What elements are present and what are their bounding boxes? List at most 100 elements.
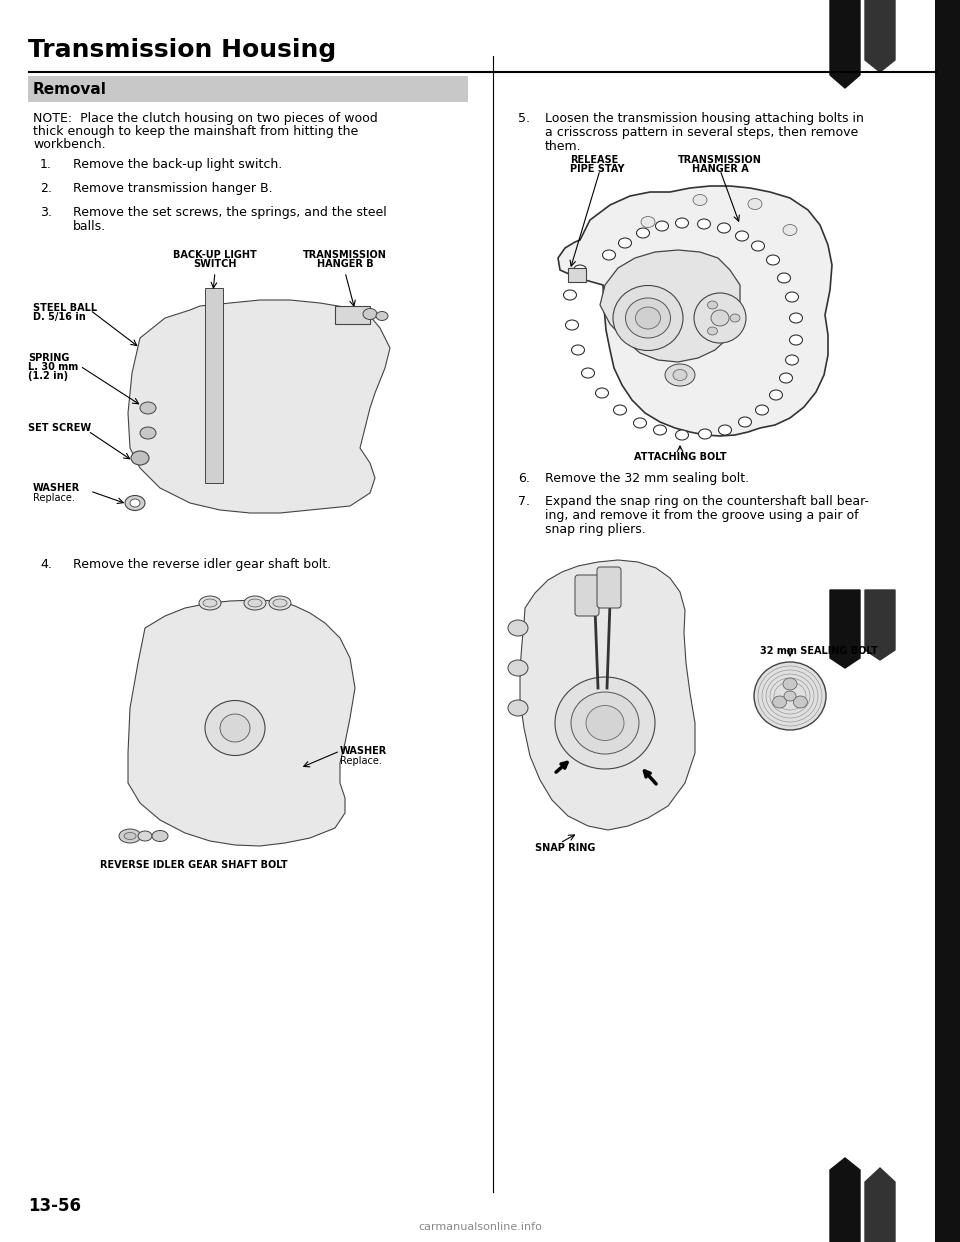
Ellipse shape <box>717 224 731 233</box>
Ellipse shape <box>785 355 799 365</box>
Text: Remove the reverse idler gear shaft bolt.: Remove the reverse idler gear shaft bolt… <box>73 558 331 571</box>
Ellipse shape <box>698 219 710 229</box>
Text: 13-56: 13-56 <box>28 1197 81 1215</box>
Ellipse shape <box>273 599 287 607</box>
Ellipse shape <box>119 828 141 843</box>
Ellipse shape <box>756 405 769 415</box>
Text: WASHER: WASHER <box>33 483 81 493</box>
Ellipse shape <box>124 832 136 840</box>
Text: (1.2 in): (1.2 in) <box>28 371 68 381</box>
Ellipse shape <box>138 831 152 841</box>
Ellipse shape <box>613 405 627 415</box>
Ellipse shape <box>613 286 683 350</box>
Ellipse shape <box>784 691 796 700</box>
Ellipse shape <box>641 216 655 227</box>
Polygon shape <box>865 590 895 660</box>
Text: them.: them. <box>545 140 582 153</box>
Text: carmanualsonline.info: carmanualsonline.info <box>418 1222 542 1232</box>
Text: 3.: 3. <box>40 206 52 219</box>
Ellipse shape <box>199 596 221 610</box>
Ellipse shape <box>586 705 624 740</box>
Ellipse shape <box>754 662 826 730</box>
Ellipse shape <box>738 417 752 427</box>
Text: Expand the snap ring on the countershaft ball bear-: Expand the snap ring on the countershaft… <box>545 496 869 508</box>
Ellipse shape <box>595 388 609 397</box>
Text: 7.: 7. <box>518 496 530 508</box>
Ellipse shape <box>789 335 803 345</box>
Text: WASHER: WASHER <box>340 746 387 756</box>
Polygon shape <box>558 186 832 436</box>
Text: TRANSMISSION: TRANSMISSION <box>303 250 387 260</box>
Ellipse shape <box>780 373 793 383</box>
Ellipse shape <box>711 310 729 325</box>
Text: Transmission Housing: Transmission Housing <box>28 39 336 62</box>
Ellipse shape <box>783 678 797 691</box>
Text: HANGER B: HANGER B <box>317 260 373 270</box>
Ellipse shape <box>248 599 262 607</box>
Ellipse shape <box>130 499 140 507</box>
Text: SNAP RING: SNAP RING <box>535 843 595 853</box>
Ellipse shape <box>665 364 695 386</box>
Ellipse shape <box>778 273 790 283</box>
Polygon shape <box>830 590 860 668</box>
Ellipse shape <box>603 250 615 260</box>
Text: SWITCH: SWITCH <box>193 260 237 270</box>
Text: ATTACHING BOLT: ATTACHING BOLT <box>634 452 727 462</box>
Text: RELEASE: RELEASE <box>570 155 618 165</box>
Ellipse shape <box>582 368 594 378</box>
Text: Removal: Removal <box>33 82 107 97</box>
Text: balls.: balls. <box>73 220 107 233</box>
Ellipse shape <box>699 428 711 438</box>
Ellipse shape <box>555 677 655 769</box>
Ellipse shape <box>508 700 528 715</box>
Ellipse shape <box>785 292 799 302</box>
Text: NOTE:  Place the clutch housing on two pieces of wood: NOTE: Place the clutch housing on two pi… <box>33 112 377 125</box>
Text: a crisscross pattern in several steps, then remove: a crisscross pattern in several steps, t… <box>545 125 858 139</box>
Ellipse shape <box>693 195 707 205</box>
Text: thick enough to keep the mainshaft from hitting the: thick enough to keep the mainshaft from … <box>33 125 358 138</box>
Text: REVERSE IDLER GEAR SHAFT BOLT: REVERSE IDLER GEAR SHAFT BOLT <box>100 859 288 869</box>
Text: Remove transmission hanger B.: Remove transmission hanger B. <box>73 183 273 195</box>
Ellipse shape <box>793 696 807 708</box>
Polygon shape <box>600 250 740 361</box>
Ellipse shape <box>140 402 156 414</box>
Ellipse shape <box>571 345 585 355</box>
Polygon shape <box>830 1158 860 1242</box>
Polygon shape <box>520 560 695 830</box>
Ellipse shape <box>244 596 266 610</box>
Text: Replace.: Replace. <box>340 756 382 766</box>
Ellipse shape <box>125 496 145 510</box>
Ellipse shape <box>203 599 217 607</box>
Ellipse shape <box>508 660 528 676</box>
Ellipse shape <box>766 255 780 265</box>
Ellipse shape <box>636 229 650 238</box>
Ellipse shape <box>131 451 149 465</box>
Text: Loosen the transmission housing attaching bolts in: Loosen the transmission housing attachin… <box>545 112 864 125</box>
FancyBboxPatch shape <box>575 575 599 616</box>
Bar <box>28 76 468 102</box>
Ellipse shape <box>752 241 764 251</box>
Text: 4.: 4. <box>40 558 52 571</box>
Ellipse shape <box>626 298 670 338</box>
Ellipse shape <box>730 314 740 322</box>
Ellipse shape <box>748 199 762 210</box>
Text: 2.: 2. <box>40 183 52 195</box>
Text: Replace.: Replace. <box>33 493 75 503</box>
Bar <box>335 306 370 324</box>
Text: BACK-UP LIGHT: BACK-UP LIGHT <box>173 250 257 260</box>
Bar <box>568 268 586 282</box>
Text: TRANSMISSION: TRANSMISSION <box>678 155 762 165</box>
Text: HANGER A: HANGER A <box>691 164 749 174</box>
Ellipse shape <box>618 238 632 248</box>
Ellipse shape <box>676 219 688 229</box>
Ellipse shape <box>735 231 749 241</box>
Ellipse shape <box>634 419 646 428</box>
Ellipse shape <box>508 620 528 636</box>
Ellipse shape <box>770 390 782 400</box>
Text: workbench.: workbench. <box>33 138 106 152</box>
FancyBboxPatch shape <box>597 568 621 609</box>
Text: STEEL BALL: STEEL BALL <box>33 303 97 313</box>
Ellipse shape <box>694 293 746 343</box>
Text: D. 5/16 in: D. 5/16 in <box>33 312 85 322</box>
Ellipse shape <box>783 225 797 236</box>
